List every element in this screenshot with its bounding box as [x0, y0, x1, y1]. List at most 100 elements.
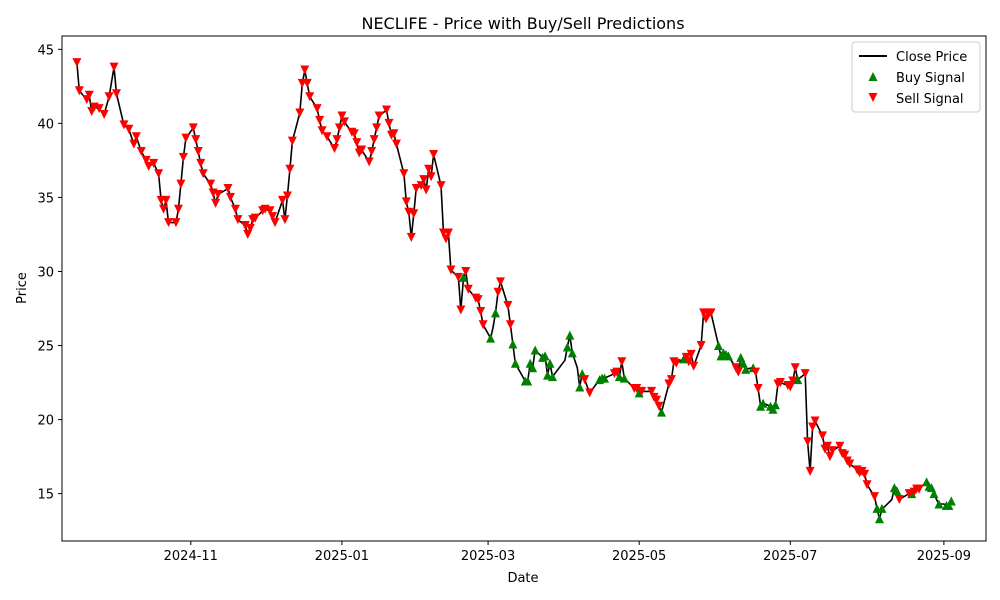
sell-signal-marker — [904, 489, 914, 499]
buy-signal-marker — [486, 333, 496, 343]
buy-signal-marker — [793, 375, 803, 385]
series-layer — [72, 58, 956, 524]
sell-signal-marker — [161, 195, 171, 205]
sell-signal-marker — [689, 361, 699, 371]
sell-signal-marker — [265, 206, 275, 216]
buy-signal-marker — [540, 351, 550, 361]
sell-signal-marker — [357, 145, 367, 155]
buy-signal-marker — [892, 486, 902, 496]
sell-signal-marker — [733, 367, 743, 377]
sell-signal-marker — [213, 189, 223, 199]
sell-signal-marker — [372, 123, 382, 133]
x-tick-label: 2025-07 — [763, 549, 817, 564]
sell-signal-marker — [131, 132, 141, 142]
sell-signal-marker — [384, 118, 394, 128]
close-price-line — [76, 62, 952, 520]
chart-title: NECLIFE - Price with Buy/Sell Prediction… — [361, 14, 684, 33]
sell-signal-marker — [369, 135, 379, 145]
sell-signal-marker — [302, 78, 312, 88]
sell-signal-marker — [443, 228, 453, 238]
sell-signal-marker — [72, 58, 82, 68]
sell-signal-marker — [191, 135, 201, 145]
sell-signal-marker — [666, 375, 676, 385]
sell-signal-marker — [223, 184, 233, 194]
sell-signal-marker — [805, 466, 815, 476]
sell-signal-marker — [193, 147, 203, 157]
sell-signal-marker — [206, 179, 216, 189]
buy-signal-marker — [874, 514, 884, 524]
buy-signal-marker — [547, 372, 557, 382]
sell-signal-marker — [364, 157, 374, 167]
sell-signal-marker — [411, 184, 421, 194]
buy-signal-marker — [877, 503, 887, 513]
sell-signal-marker — [473, 295, 483, 305]
sell-signal-marker — [245, 224, 255, 234]
sell-signal-marker — [612, 367, 622, 377]
x-tick-label: 2025-09 — [917, 549, 971, 564]
sell-signal-marker — [94, 104, 104, 114]
y-tick-label: 25 — [37, 340, 54, 355]
sell-signal-marker — [493, 287, 503, 297]
sell-signal-marker — [277, 195, 287, 205]
x-axis-label: Date — [507, 571, 538, 586]
sell-signal-marker — [171, 218, 181, 228]
sell-signal-marker — [391, 139, 401, 149]
sell-signal-marker — [753, 383, 763, 393]
sell-signal-marker — [845, 459, 855, 469]
sell-signal-marker — [419, 175, 429, 185]
buy-signal-marker — [508, 339, 518, 349]
sell-signal-marker — [389, 129, 399, 139]
buy-signal-marker — [614, 372, 624, 382]
sell-signal-marker — [282, 191, 292, 201]
buy-signal-marker — [523, 376, 533, 386]
sell-signal-marker — [270, 218, 280, 228]
sell-signal-marker — [686, 349, 696, 359]
sell-signal-marker — [285, 164, 295, 174]
sell-signal-marker — [374, 111, 384, 121]
sell-signal-marker — [860, 469, 870, 479]
y-axis-label: Price — [15, 272, 30, 304]
sell-signal-marker — [268, 212, 278, 222]
buy-signal-marker — [741, 364, 751, 374]
sell-signal-marker — [637, 386, 647, 396]
buy-signal-marker — [656, 407, 666, 417]
sell-signal-marker — [495, 277, 505, 287]
buy-signal-marker — [770, 400, 780, 410]
sell-signal-marker — [312, 104, 322, 114]
sell-signal-marker — [295, 108, 305, 118]
sell-signal-marker — [99, 109, 109, 119]
sell-signal-marker — [129, 139, 139, 149]
sell-signal-marker — [862, 480, 872, 490]
buy-signal-marker — [723, 351, 733, 361]
sell-signal-marker — [322, 132, 332, 142]
sell-signal-marker — [181, 133, 191, 143]
legend-sell-label: Sell Signal — [896, 92, 964, 107]
sell-signal-marker — [225, 192, 235, 202]
sell-signal-marker — [136, 147, 146, 157]
y-axis: 15 20 25 30 35 40 45 — [37, 43, 62, 503]
legend-buy-label: Buy Signal — [896, 71, 965, 86]
sell-signal-marker — [446, 265, 456, 275]
buy-signal-marker — [543, 370, 553, 380]
sell-signal-marker — [463, 284, 473, 294]
sell-signal-marker — [835, 441, 845, 451]
sell-signal-marker — [914, 484, 924, 494]
sell-signal-marker — [305, 92, 315, 102]
sell-signal-marker — [339, 117, 349, 127]
sell-signal-marker — [173, 204, 183, 214]
legend-close-label: Close Price — [896, 50, 967, 65]
sell-signal-marker — [196, 158, 206, 168]
buy-signal-marker — [929, 489, 939, 499]
sell-signal-marker — [84, 90, 94, 100]
buy-signal-marker — [946, 496, 956, 506]
sell-signal-marker — [822, 441, 832, 451]
sell-signal-marker — [352, 138, 362, 148]
sell-signal-marker — [104, 92, 114, 102]
sell-signal-marker — [426, 172, 436, 182]
sell-signal-marker — [617, 357, 627, 367]
sell-signal-marker — [894, 495, 904, 505]
buy-signal-marker — [565, 330, 575, 340]
buy-signal-marker — [619, 373, 629, 383]
sell-signal-marker — [696, 341, 706, 351]
